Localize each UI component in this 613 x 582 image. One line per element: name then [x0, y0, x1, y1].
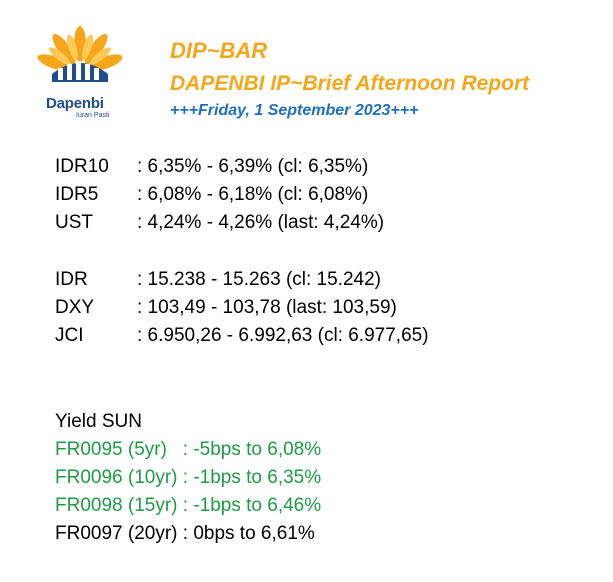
- logo-name: Dapenbi: [46, 95, 104, 112]
- yield-label: IDR5: [55, 184, 99, 205]
- markets-block: IDR : 15.238 - 15.263 (cl: 15.242) DXY : 1…: [55, 266, 429, 350]
- yield-row: IDR10 : 6,35% - 6,39% (cl: 6,35%): [55, 153, 368, 181]
- dapenbi-logo: Dapenbi Iuran Pasti: [20, 22, 140, 122]
- yield-row: IDR5 : 6,08% - 6,18% (cl: 6,08%): [55, 181, 368, 209]
- report-title: DIP~BAR: [170, 38, 268, 63]
- report-date: +++Friday, 1 September 2023+++: [170, 102, 419, 119]
- sun-row: FR0098 (15yr) : -1bps to 6,46%: [55, 495, 322, 516]
- sun-row: FR0096 (10yr) : -1bps to 6,35%: [55, 467, 322, 488]
- sun-heading: Yield SUN: [55, 411, 142, 432]
- market-label: JCI: [55, 325, 84, 346]
- market-row: DXY : 103,49 - 103,78 (last: 103,59): [55, 294, 397, 322]
- market-value: : 6.950,26 - 6.992,63 (cl: 6.977,65): [137, 325, 429, 346]
- sunflower-icon: [37, 26, 123, 82]
- market-row: IDR : 15.238 - 15.263 (cl: 15.242): [55, 266, 381, 294]
- market-row: JCI : 6.950,26 - 6.992,63 (cl: 6.977,65): [55, 322, 429, 350]
- yield-value: : 6,35% - 6,39% (cl: 6,35%): [137, 156, 369, 177]
- yields-block: IDR10 : 6,35% - 6,39% (cl: 6,35%) IDR5 : 6…: [55, 153, 384, 237]
- market-label: IDR: [55, 269, 88, 290]
- yield-label: IDR10: [55, 156, 109, 177]
- market-label: DXY: [55, 297, 95, 318]
- sun-row: FR0097 (20yr) : 0bps to 6,61%: [55, 523, 315, 544]
- market-value: : 15.238 - 15.263 (cl: 15.242): [137, 269, 381, 290]
- sun-block: Yield SUN FR0095 (5yr) : -5bps to 6,08% …: [55, 408, 321, 548]
- yield-value: : 4,24% - 4,26% (last: 4,24%): [137, 212, 385, 233]
- yield-label: UST: [55, 212, 93, 233]
- logo-tagline: Iuran Pasti: [76, 112, 110, 119]
- yield-value: : 6,08% - 6,18% (cl: 6,08%): [137, 184, 369, 205]
- sun-row: FR0095 (5yr) : -5bps to 6,08%: [55, 439, 322, 460]
- yield-row: UST : 4,24% - 4,26% (last: 4,24%): [55, 209, 384, 237]
- report-subtitle: DAPENBI IP~Brief Afternoon Report: [170, 72, 530, 95]
- market-value: : 103,49 - 103,78 (last: 103,59): [137, 297, 397, 318]
